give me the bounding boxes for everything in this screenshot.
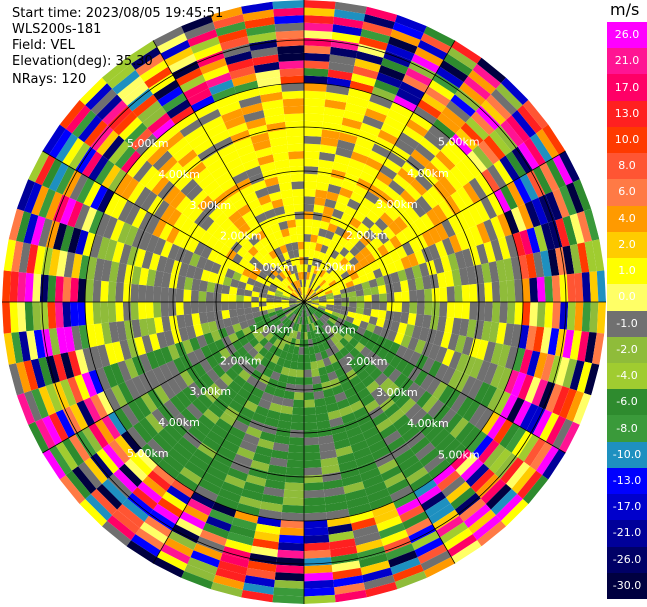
colorbar-tick-label: 0.0: [618, 290, 636, 304]
colorbar-segment: [607, 48, 647, 75]
colorbar-tick-label: 13.0: [614, 106, 640, 120]
colorbar-segment: [607, 74, 647, 102]
range-ring-label: 5.00km: [127, 447, 169, 460]
colorbar-segment: [607, 546, 647, 574]
field-label: Field: VEL: [12, 38, 75, 53]
range-ring-label: 3.00km: [376, 198, 418, 211]
colorbar-tick-label: -26.0: [612, 552, 642, 566]
colorbar-segment: [607, 520, 647, 548]
colorbar-segment: [607, 494, 647, 521]
range-ring-label: 2.00km: [346, 229, 388, 242]
colorbar-segment: [607, 415, 647, 443]
range-ring-label: 5.00km: [127, 137, 169, 150]
range-ring-label: 4.00km: [407, 167, 449, 180]
colorbar-tick-label: 10.0: [614, 133, 640, 147]
colorbar-tick-label: 21.0: [614, 54, 640, 68]
azimuth-spoke: [42, 301, 305, 454]
start-time-label: Start time: 2023/08/05 19:45:51: [12, 6, 224, 21]
azimuth-spoke: [152, 301, 305, 564]
range-ring-label: 1.00km: [314, 323, 356, 336]
colorbar-tick-label: -2.0: [616, 342, 638, 356]
azimuth-spoke: [303, 40, 456, 303]
azimuth-spokes: [2, 0, 606, 604]
colorbar-tick-label: 17.0: [614, 80, 640, 94]
azimuth-spoke: [303, 150, 566, 303]
colorbar-tick-label: -6.0: [616, 395, 638, 409]
colorbar-segment: [607, 284, 647, 311]
nrays-label: NRays: 120: [12, 72, 87, 87]
colorbar-segment: [607, 336, 647, 364]
colorbar-tick-label: 8.0: [618, 159, 636, 173]
range-ring-label: 4.00km: [407, 417, 449, 430]
colorbar-segment: [607, 205, 647, 233]
colorbar-segment: [607, 441, 647, 469]
colorbar-segment: [607, 572, 647, 600]
colorbar-tick-label: -10.0: [612, 447, 642, 461]
colorbar-segment: [607, 100, 647, 128]
colorbar-tick-label: -17.0: [612, 500, 642, 514]
colorbar-tick-label: -30.0: [612, 578, 642, 592]
azimuth-spoke: [303, 301, 566, 454]
range-ring-label: 4.00km: [158, 416, 200, 429]
colorbar-segment: [607, 310, 647, 338]
velocity-sectors: [2, 0, 606, 604]
colorbar-tick-label: 1.0: [618, 264, 636, 278]
range-ring-label: 4.00km: [158, 168, 200, 181]
colorbar-tick-label: -21.0: [612, 526, 642, 540]
colorbar-tick-label: 6.0: [618, 185, 636, 199]
range-ring-labels: 1.00km 1.00km 1.00km 1.00km 2.00km 2.00km 2.00…: [127, 136, 480, 462]
colorbar-segment: [607, 231, 647, 259]
colorbar-segment: [607, 179, 647, 207]
range-ring-label: 3.00km: [376, 386, 418, 399]
colorbar-unit: m/s: [610, 0, 640, 19]
instrument-label: WLS200s-181: [12, 22, 102, 37]
colorbar-segment: [607, 258, 647, 285]
colorbar-tick-label: -4.0: [616, 369, 638, 383]
radar-ppi-plot: 1.00km 1.00km 1.00km 1.00km 2.00km 2.00km 2.00…: [2, 0, 606, 604]
range-ring-label: 5.00km: [438, 136, 480, 149]
colorbar-segment: [607, 126, 647, 154]
range-ring-label: 1.00km: [314, 261, 356, 274]
colorbar-tick-label: -1.0: [616, 316, 638, 330]
range-ring-label: 2.00km: [220, 229, 262, 242]
colorbar-segment: [607, 389, 647, 416]
range-ring-label: 1.00km: [252, 323, 294, 336]
colorbar-tick-label: 26.0: [614, 28, 640, 42]
range-ring-label: 2.00km: [346, 355, 388, 368]
range-ring-label: 3.00km: [190, 385, 232, 398]
azimuth-spoke: [152, 40, 305, 303]
elevation-label: Elevation(deg): 35.30: [12, 54, 153, 69]
range-ring-label: 1.00km: [252, 261, 294, 274]
colorbar-segment: [607, 153, 647, 180]
colorbar-segment: [607, 22, 647, 49]
azimuth-spoke: [303, 301, 456, 564]
colorbar-tick-label: 2.0: [618, 237, 636, 251]
colorbar-segment: [607, 362, 647, 390]
colorbar-segment: [607, 467, 647, 495]
azimuth-spoke: [42, 150, 305, 303]
colorbar-tick-label: -8.0: [616, 421, 638, 435]
range-ring-label: 2.00km: [220, 355, 262, 368]
colorbar: 26.0 21.0 17.0 13.0 10.0 8.0 6.0 4.0 2.0 1.0 0.0 -1…: [607, 22, 647, 600]
colorbar-tick-label: -13.0: [612, 473, 642, 487]
range-ring-label: 5.00km: [438, 448, 480, 461]
colorbar-tick-label: 4.0: [618, 211, 636, 225]
range-ring-label: 3.00km: [190, 199, 232, 212]
